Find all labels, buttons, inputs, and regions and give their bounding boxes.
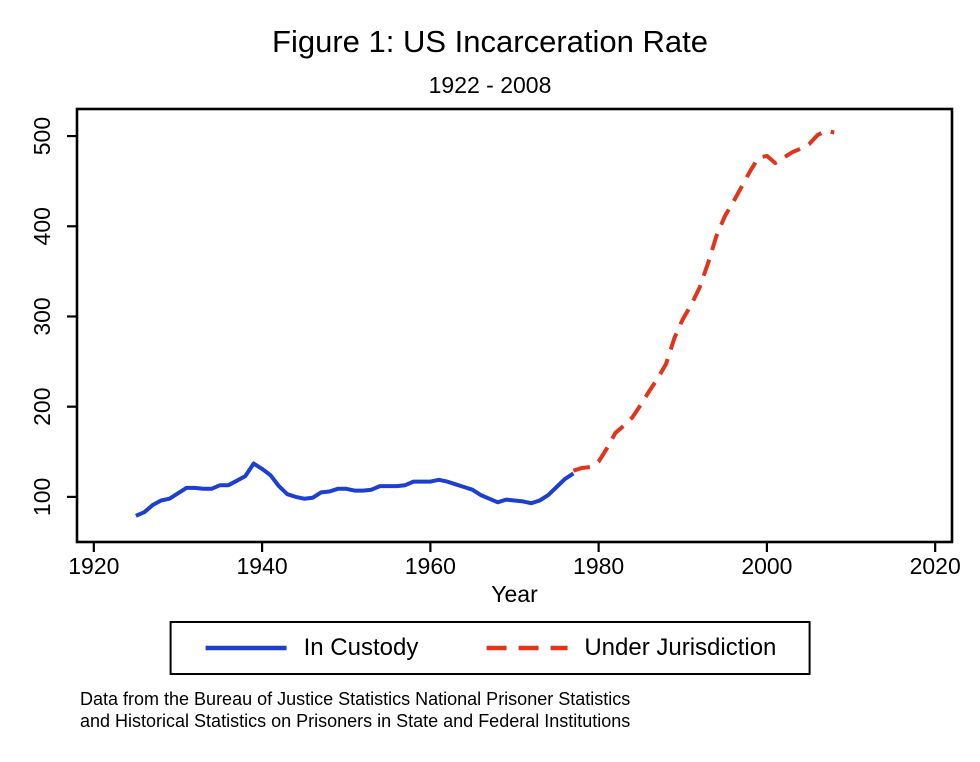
y-tick-label: 500 bbox=[29, 117, 55, 155]
plot-frame bbox=[75, 107, 954, 544]
incarceration-rate-plot: 1920 1940 1960 1980 2000 2020 100 200 300 400 500 Y… bbox=[29, 107, 961, 607]
chart-subtitle: 1922 - 2008 bbox=[428, 72, 552, 98]
series-line-in-custody bbox=[135, 461, 575, 518]
x-tick-label: 2020 bbox=[910, 553, 961, 579]
chart-title: Figure 1: US Incarceration Rate bbox=[272, 24, 708, 59]
x-axis-title: Year bbox=[491, 581, 538, 607]
y-tick-label: 300 bbox=[29, 297, 55, 335]
legend-label-under-jurisdiction: Under Jurisdiction bbox=[584, 634, 777, 661]
y-tick-label: 200 bbox=[29, 388, 55, 426]
y-tick-label: 100 bbox=[29, 478, 55, 516]
x-tick-label: 2000 bbox=[741, 553, 792, 579]
x-tick-label: 1980 bbox=[573, 553, 624, 579]
legend-item-under-jurisdiction: Under Jurisdiction bbox=[484, 634, 776, 662]
x-tick-label: 1960 bbox=[405, 553, 456, 579]
source-note-line-2: and Historical Statistics on Prisoners i… bbox=[80, 711, 631, 731]
source-note-line-1: Data from the Bureau of Justice Statisti… bbox=[80, 689, 631, 709]
in-custody-line-sample bbox=[205, 645, 287, 651]
x-tick-label: 1940 bbox=[237, 553, 288, 579]
legend-item-in-custody: In Custody bbox=[204, 634, 419, 662]
under-jurisdiction-line-sample bbox=[486, 645, 568, 651]
x-tick-label: 1920 bbox=[68, 553, 119, 579]
source-note: Data from the Bureau of Justice Statisti… bbox=[80, 688, 630, 732]
legend: In Custody Under Jurisdiction bbox=[169, 621, 811, 675]
series-line-under-jurisdiction bbox=[572, 128, 835, 473]
y-tick-label: 400 bbox=[29, 207, 55, 245]
legend-label-in-custody: In Custody bbox=[303, 634, 419, 661]
